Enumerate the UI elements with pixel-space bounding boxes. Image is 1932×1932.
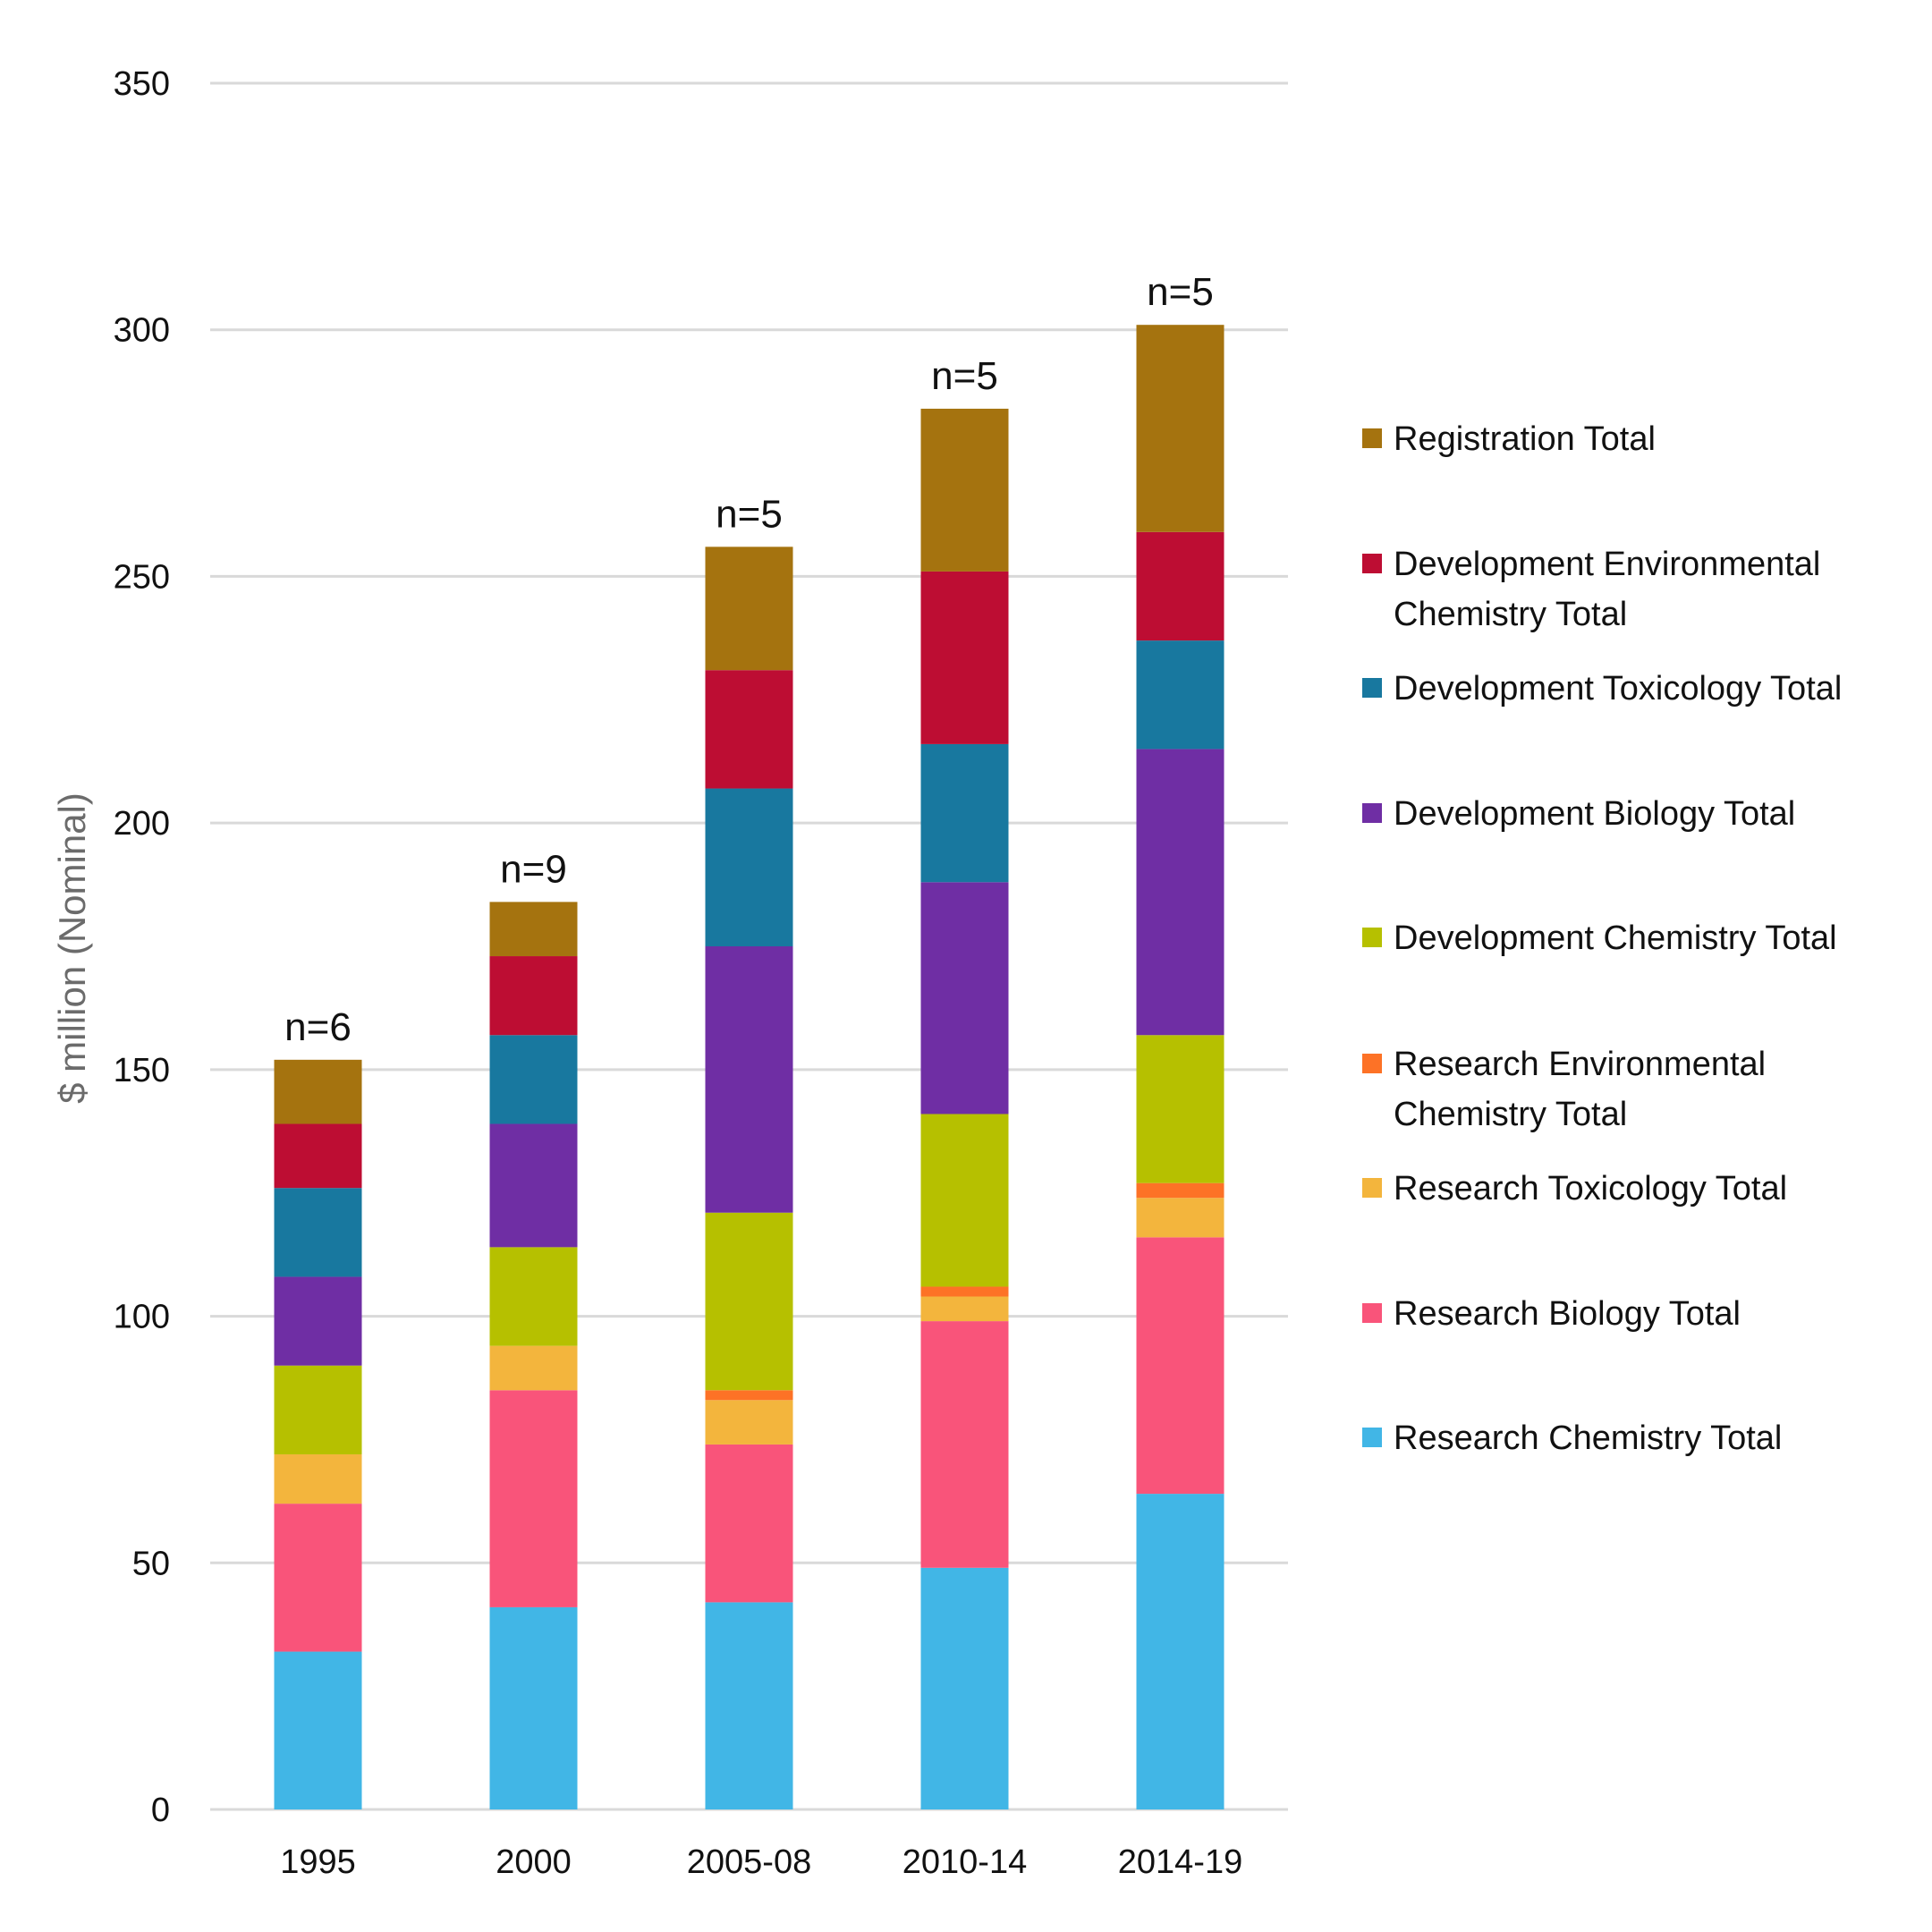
bar-segment bbox=[274, 1059, 362, 1124]
x-axis-ticks: 1995 2000 2005-08 2010-14 2014-19 bbox=[280, 1843, 1242, 1881]
bar-count-label: n=6 bbox=[284, 1005, 352, 1049]
x-tick-label: 2000 bbox=[496, 1843, 572, 1881]
bar-annotations: n=6 n=9 n=5 n=5 n=5 bbox=[284, 270, 1214, 1049]
bar-segment bbox=[705, 1212, 793, 1391]
bar-segment bbox=[920, 1286, 1009, 1297]
bar-segment bbox=[274, 1453, 362, 1504]
x-tick-label: 2005-08 bbox=[687, 1843, 811, 1881]
bars bbox=[274, 325, 1224, 1809]
y-tick-label: 350 bbox=[114, 65, 170, 103]
bar-segment bbox=[1136, 531, 1224, 641]
legend-label: Research Environmental Chemistry Total bbox=[1394, 1046, 1766, 1133]
bar-segment bbox=[1136, 325, 1224, 532]
y-tick-label: 200 bbox=[114, 805, 170, 843]
bar-segment bbox=[489, 956, 578, 1036]
bar-segment bbox=[489, 1123, 578, 1248]
y-tick-label: 50 bbox=[132, 1545, 170, 1582]
legend-swatch bbox=[1362, 428, 1382, 448]
bar-segment bbox=[705, 788, 793, 946]
bar-segment bbox=[705, 1444, 793, 1603]
bar-segment bbox=[920, 1296, 1009, 1322]
bar-segment bbox=[1136, 1494, 1224, 1809]
bar-segment bbox=[705, 670, 793, 789]
bar-count-label: n=5 bbox=[931, 354, 998, 398]
bar-segment bbox=[489, 1390, 578, 1607]
bar-segment bbox=[705, 1602, 793, 1809]
bar-segment bbox=[705, 547, 793, 671]
bar-segment bbox=[489, 1247, 578, 1346]
legend-label: Development Environmental Chemistry Total bbox=[1394, 546, 1820, 633]
bar-segment bbox=[274, 1365, 362, 1454]
bar-segment bbox=[705, 946, 793, 1213]
bar-segment bbox=[1136, 1182, 1224, 1199]
legend-label: Research Biology Total bbox=[1394, 1295, 1741, 1333]
bar-count-label: n=5 bbox=[1147, 270, 1214, 314]
y-axis-ticks: 0 50 100 150 200 250 300 350 bbox=[114, 65, 170, 1829]
x-tick-label: 1995 bbox=[280, 1843, 356, 1881]
bar-segment bbox=[920, 743, 1009, 883]
bar-segment bbox=[705, 1400, 793, 1445]
bar-count-label: n=9 bbox=[500, 847, 567, 891]
bar-segment bbox=[1136, 1198, 1224, 1238]
bar-segment bbox=[1136, 1035, 1224, 1183]
legend-swatch bbox=[1362, 1054, 1382, 1073]
bar-segment bbox=[920, 1567, 1009, 1809]
bar-segment bbox=[1136, 640, 1224, 750]
legend-swatch bbox=[1362, 1178, 1382, 1198]
legend-label: Research Toxicology Total bbox=[1394, 1170, 1787, 1208]
y-tick-label: 250 bbox=[114, 558, 170, 596]
legend: Registration Total Development Environmen… bbox=[1362, 420, 1842, 1457]
legend-label: Registration Total bbox=[1394, 420, 1656, 458]
bar-segment bbox=[920, 1114, 1009, 1287]
x-tick-label: 2010-14 bbox=[902, 1843, 1027, 1881]
bar-segment bbox=[274, 1123, 362, 1189]
bar-segment bbox=[920, 571, 1009, 744]
y-tick-label: 150 bbox=[114, 1052, 170, 1089]
legend-swatch bbox=[1362, 554, 1382, 573]
y-axis-title: $ million (Nominal) bbox=[51, 792, 93, 1104]
x-tick-label: 2014-19 bbox=[1118, 1843, 1242, 1881]
y-tick-label: 100 bbox=[114, 1299, 170, 1336]
y-tick-label: 0 bbox=[151, 1792, 170, 1829]
legend-swatch bbox=[1362, 1428, 1382, 1447]
legend-label: Development Biology Total bbox=[1394, 795, 1795, 833]
bar-segment bbox=[489, 902, 578, 957]
legend-swatch bbox=[1362, 1303, 1382, 1323]
bar-segment bbox=[489, 1606, 578, 1809]
bar-segment bbox=[274, 1504, 362, 1652]
legend-swatch bbox=[1362, 803, 1382, 823]
legend-swatch bbox=[1362, 928, 1382, 947]
bar-segment bbox=[274, 1276, 362, 1366]
bar-segment bbox=[705, 1390, 793, 1401]
legend-label: Research Chemistry Total bbox=[1394, 1419, 1782, 1457]
bar-segment bbox=[920, 408, 1009, 572]
legend-label: Development Toxicology Total bbox=[1394, 670, 1842, 708]
bar-segment bbox=[489, 1345, 578, 1391]
legend-swatch bbox=[1362, 678, 1382, 698]
bar-segment bbox=[920, 882, 1009, 1114]
y-tick-label: 300 bbox=[114, 312, 170, 350]
legend-label: Development Chemistry Total bbox=[1394, 919, 1837, 957]
bar-segment bbox=[1136, 1237, 1224, 1495]
bar-segment bbox=[274, 1188, 362, 1277]
bar-segment bbox=[1136, 749, 1224, 1036]
bar-segment bbox=[489, 1035, 578, 1124]
bar-segment bbox=[920, 1321, 1009, 1568]
bar-count-label: n=5 bbox=[716, 492, 783, 536]
bar-segment bbox=[274, 1651, 362, 1809]
